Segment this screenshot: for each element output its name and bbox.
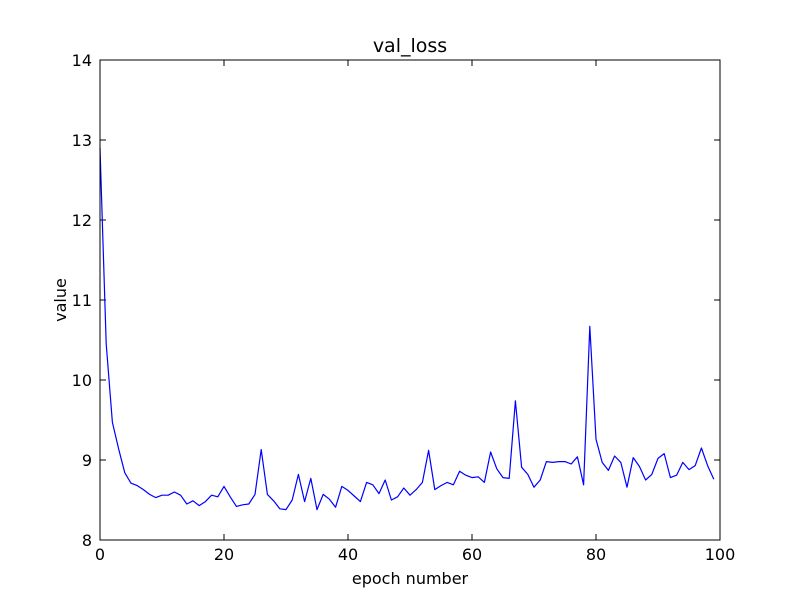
x-tick-label: 40 [338,545,358,564]
x-tick-label: 20 [214,545,234,564]
y-tick-label: 12 [72,211,92,230]
y-tick-label: 11 [72,291,92,310]
x-axis-label: epoch number [352,569,469,588]
series-line [99,147,715,511]
chart-title: val_loss [373,35,447,57]
tick-labels: 0 20 40 60 80 100 8 9 10 11 12 13 14 [72,51,736,564]
y-axis-label: value [51,278,70,322]
x-tick-label: 100 [705,545,736,564]
y-tick-label: 8 [82,531,92,550]
y-tick-label: 14 [72,51,92,70]
y-tick-label: 9 [82,451,92,470]
x-tick-label: 0 [95,545,105,564]
x-tick-label: 60 [462,545,482,564]
x-tick-label: 80 [586,545,606,564]
y-tick-label: 13 [72,131,92,150]
y-tick-label: 10 [72,371,92,390]
plot-frame [99,59,721,541]
